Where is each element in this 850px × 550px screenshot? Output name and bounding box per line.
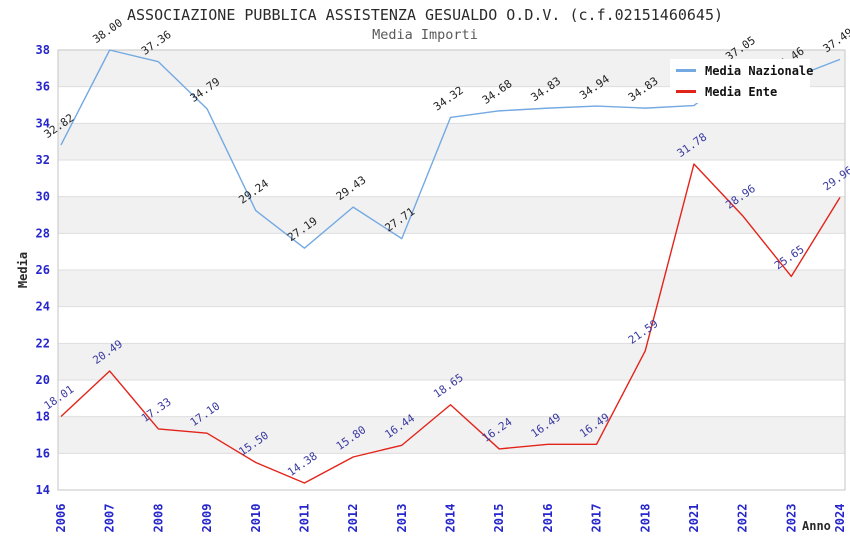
x-tick-label: 2023 (784, 504, 798, 533)
x-tick-label: 2021 (687, 504, 701, 533)
x-tick-label: 2011 (297, 504, 311, 533)
x-tick-label: 2007 (103, 504, 117, 533)
x-tick-label: 2014 (444, 504, 458, 533)
data-label-series-0: 38.00 (90, 16, 125, 46)
plot-band (58, 416, 845, 454)
legend-item-media-ente: Media Ente (670, 85, 810, 99)
chart-subtitle: Media Importi (372, 27, 478, 43)
legend-label-ente: Media Ente (705, 84, 778, 99)
legend-line-swatch-ente (676, 90, 696, 93)
x-tick-label: 2017 (590, 504, 604, 533)
data-label-series-1: 25.65 (772, 243, 807, 273)
y-tick-label: 22 (36, 336, 50, 350)
y-tick-label: 28 (36, 226, 50, 240)
legend: Media Nazionale Media Ente (670, 59, 814, 103)
x-tick-label: 2010 (249, 504, 263, 533)
y-tick-label: 20 (36, 373, 50, 387)
y-tick-label: 38 (36, 43, 50, 57)
x-axis-title: Anno (802, 519, 831, 533)
x-tick-label: 2006 (54, 504, 68, 533)
chart-title: ASSOCIAZIONE PUBBLICA ASSISTENZA GESUALD… (126, 6, 724, 24)
y-tick-label: 30 (36, 190, 50, 204)
legend-item-media-nazionale: Media Nazionale (670, 63, 814, 78)
x-tick-label: 2009 (200, 504, 214, 533)
x-tick-label: 2008 (151, 504, 165, 533)
x-tick-label: 2012 (346, 504, 360, 533)
y-tick-label: 34 (36, 116, 50, 130)
y-tick-label: 14 (36, 483, 50, 497)
data-label-series-0: 34.32 (431, 84, 466, 114)
y-tick-label: 18 (36, 410, 50, 424)
x-tick-label: 2013 (395, 504, 409, 533)
data-label-series-1: 21.59 (626, 317, 661, 347)
plot-band (58, 196, 845, 234)
y-tick-label: 24 (36, 300, 50, 314)
plot-band (58, 343, 845, 380)
y-tick-label: 16 (36, 446, 50, 460)
plot-band (58, 270, 845, 307)
plot-band (58, 123, 845, 160)
x-tick-label: 2015 (492, 504, 506, 533)
plot-border (57, 49, 846, 491)
legend-label-nazionale: Media Nazionale (705, 63, 814, 78)
data-label-series-1: 29.96 (821, 164, 850, 194)
y-tick-label: 26 (36, 263, 50, 277)
y-tick-label: 36 (36, 80, 50, 94)
series-line-1 (60, 163, 841, 484)
legend-line-swatch-nazionale (676, 69, 696, 72)
y-axis-title: Media (16, 251, 30, 289)
y-tick-label: 32 (36, 153, 50, 167)
x-tick-label: 2022 (736, 504, 750, 533)
x-tick-label: 2018 (638, 504, 652, 533)
x-tick-label: 2024 (833, 504, 847, 533)
x-tick-label: 2016 (541, 504, 555, 533)
